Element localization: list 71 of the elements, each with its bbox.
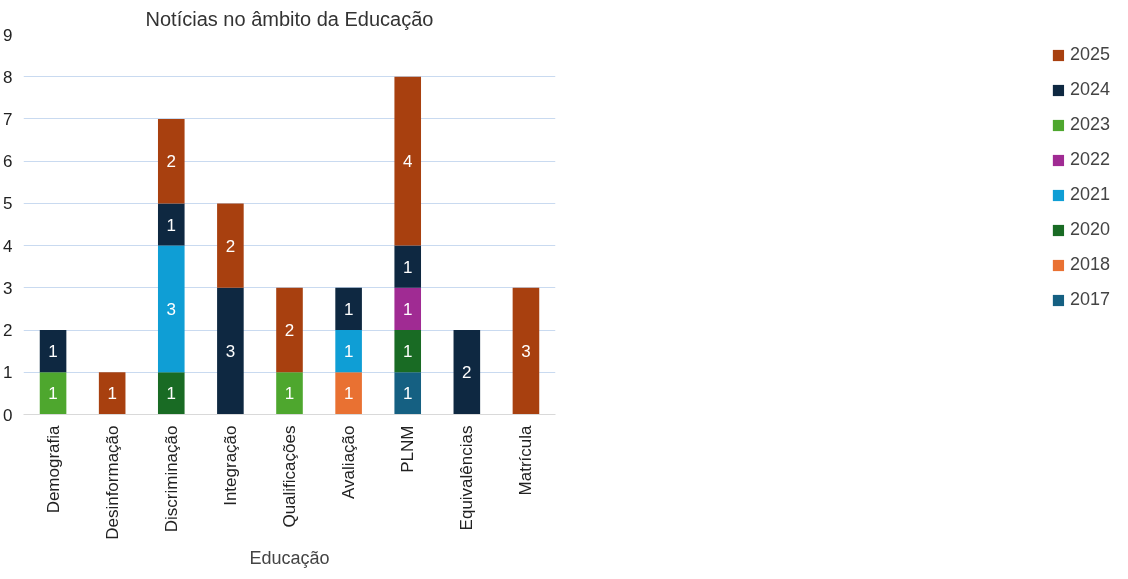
y-tick-label: 7 [3, 109, 13, 129]
y-tick-label: 3 [3, 278, 13, 298]
data-label: 1 [402, 384, 413, 404]
bar [335, 372, 362, 415]
bar [335, 330, 362, 373]
x-tick-label: Demografia [43, 424, 63, 514]
y-tick-label: 4 [3, 236, 13, 256]
legend-label: 2022 [1069, 149, 1110, 170]
bar [394, 330, 422, 373]
data-label: 1 [343, 299, 354, 319]
data-label: 1 [343, 342, 354, 362]
x-tick-label: Avaliação [339, 425, 359, 499]
data-label: 1 [343, 384, 354, 404]
bar [39, 372, 67, 415]
bar [335, 287, 362, 331]
bar [394, 76, 422, 246]
y-tick-label: 0 [3, 405, 13, 425]
x-axis-title: Educação [249, 547, 330, 568]
data-label: 2 [462, 363, 472, 383]
bar [39, 330, 67, 373]
bar [512, 287, 540, 415]
bar [394, 287, 422, 331]
bar [394, 245, 422, 288]
data-label: 3 [166, 299, 177, 319]
x-tick-label: Integração [220, 425, 240, 506]
x-tick-label: Desinformação [102, 425, 122, 540]
y-tick-label: 5 [3, 194, 13, 214]
y-tick-label: 2 [3, 321, 13, 341]
bar [157, 245, 185, 373]
y-tick-label: 8 [3, 67, 13, 87]
bar [217, 203, 244, 288]
legend-label: 2021 [1069, 184, 1110, 205]
bar [453, 330, 481, 415]
data-label: 1 [284, 384, 295, 404]
data-label: 1 [107, 384, 117, 404]
bar [157, 118, 185, 204]
data-label: 3 [225, 342, 236, 362]
x-tick-label: Qualificações [280, 425, 299, 528]
legend-label: 2017 [1069, 289, 1110, 310]
bar [217, 287, 244, 415]
bar [157, 203, 185, 246]
legend-label: 2018 [1069, 254, 1110, 275]
x-tick-label: Discriminação [161, 425, 181, 533]
legend-label: 2024 [1069, 79, 1110, 100]
data-label: 1 [166, 215, 177, 235]
chart-title: Notícias no âmbito da Educação [145, 7, 434, 30]
data-label: 1 [48, 384, 58, 404]
y-tick-label: 1 [3, 363, 13, 383]
data-label: 1 [402, 257, 413, 277]
data-label: 1 [402, 342, 413, 362]
bar [276, 287, 303, 373]
bar [98, 372, 126, 415]
bar [276, 372, 303, 415]
data-label: 1 [166, 384, 177, 404]
x-tick-label: Equivalências [457, 425, 477, 531]
data-label: 2 [225, 236, 236, 256]
y-tick-label: 6 [3, 152, 13, 172]
legend-label: 2020 [1069, 219, 1110, 240]
bar [394, 372, 422, 415]
bar [157, 372, 185, 415]
data-label: 3 [521, 342, 531, 362]
legend-label: 2025 [1069, 44, 1110, 65]
data-label: 2 [284, 321, 295, 341]
data-label: 4 [402, 152, 413, 172]
data-label: 1 [48, 342, 58, 362]
data-label: 2 [166, 152, 177, 172]
legend-label: 2023 [1069, 114, 1110, 135]
x-tick-label: PLNM [398, 425, 418, 473]
data-label: 1 [402, 299, 413, 319]
x-tick-label: Matrícula [516, 424, 536, 496]
y-tick-label: 9 [3, 25, 13, 45]
